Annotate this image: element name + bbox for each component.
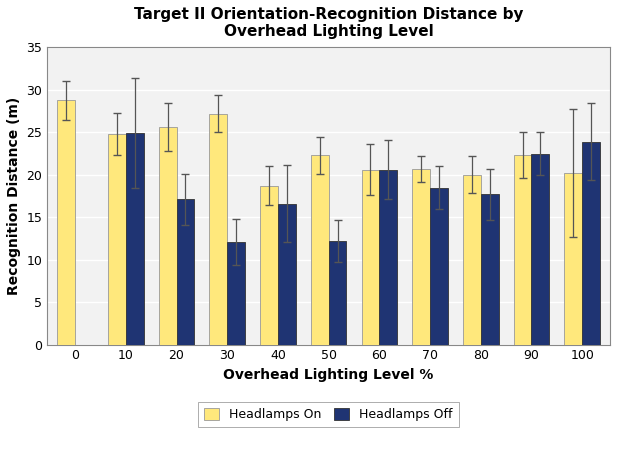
Bar bbox=[379, 170, 397, 344]
Bar bbox=[176, 199, 194, 344]
Bar bbox=[430, 188, 448, 344]
Bar bbox=[329, 241, 346, 344]
Bar bbox=[362, 170, 379, 344]
Bar bbox=[108, 134, 126, 344]
Bar bbox=[582, 142, 600, 344]
Bar bbox=[412, 169, 430, 344]
Bar bbox=[227, 242, 245, 344]
Legend: Headlamps On, Headlamps Off: Headlamps On, Headlamps Off bbox=[198, 402, 459, 427]
Bar bbox=[57, 100, 75, 344]
X-axis label: Overhead Lighting Level %: Overhead Lighting Level % bbox=[223, 368, 434, 382]
Bar bbox=[159, 127, 176, 344]
Bar bbox=[260, 186, 278, 344]
Bar bbox=[210, 114, 227, 344]
Y-axis label: Recognition Distance (m): Recognition Distance (m) bbox=[7, 97, 21, 295]
Bar bbox=[126, 133, 144, 344]
Bar bbox=[514, 155, 531, 344]
Bar bbox=[311, 155, 329, 344]
Bar bbox=[531, 154, 549, 344]
Bar bbox=[481, 194, 499, 344]
Title: Target II Orientation-Recognition Distance by
Overhead Lighting Level: Target II Orientation-Recognition Distan… bbox=[134, 7, 523, 40]
Bar bbox=[278, 204, 296, 344]
Bar bbox=[565, 173, 582, 344]
Bar bbox=[463, 175, 481, 344]
